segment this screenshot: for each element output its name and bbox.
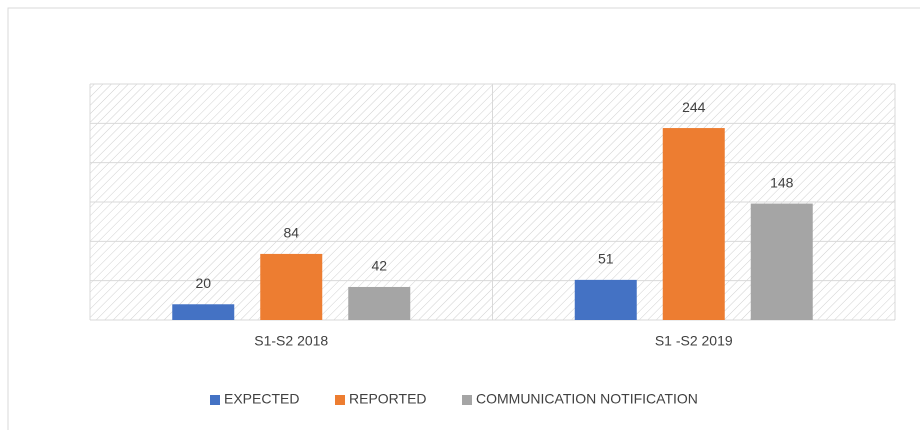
x-tick-label: S1-S2 2018 bbox=[254, 333, 328, 349]
legend-label: REPORTED bbox=[349, 391, 427, 407]
bar bbox=[662, 128, 725, 320]
legend-label: COMMUNICATION NOTIFICATION bbox=[476, 391, 698, 407]
bar bbox=[172, 304, 235, 320]
legend-label: EXPECTED bbox=[224, 391, 299, 407]
chart-border bbox=[7, 7, 920, 430]
legend-swatch bbox=[462, 395, 472, 405]
x-tick-label: S1 -S2 2019 bbox=[655, 333, 733, 349]
bar bbox=[260, 253, 323, 320]
data-label: 51 bbox=[598, 251, 614, 267]
bar bbox=[750, 203, 813, 320]
data-label: 244 bbox=[682, 99, 706, 115]
bar bbox=[348, 286, 411, 320]
data-label: 42 bbox=[371, 258, 387, 274]
data-label: 84 bbox=[283, 225, 299, 241]
data-label: 20 bbox=[195, 275, 211, 291]
legend-swatch bbox=[335, 395, 345, 405]
bar bbox=[574, 279, 637, 320]
data-label: 148 bbox=[770, 174, 794, 190]
legend-swatch bbox=[210, 395, 220, 405]
